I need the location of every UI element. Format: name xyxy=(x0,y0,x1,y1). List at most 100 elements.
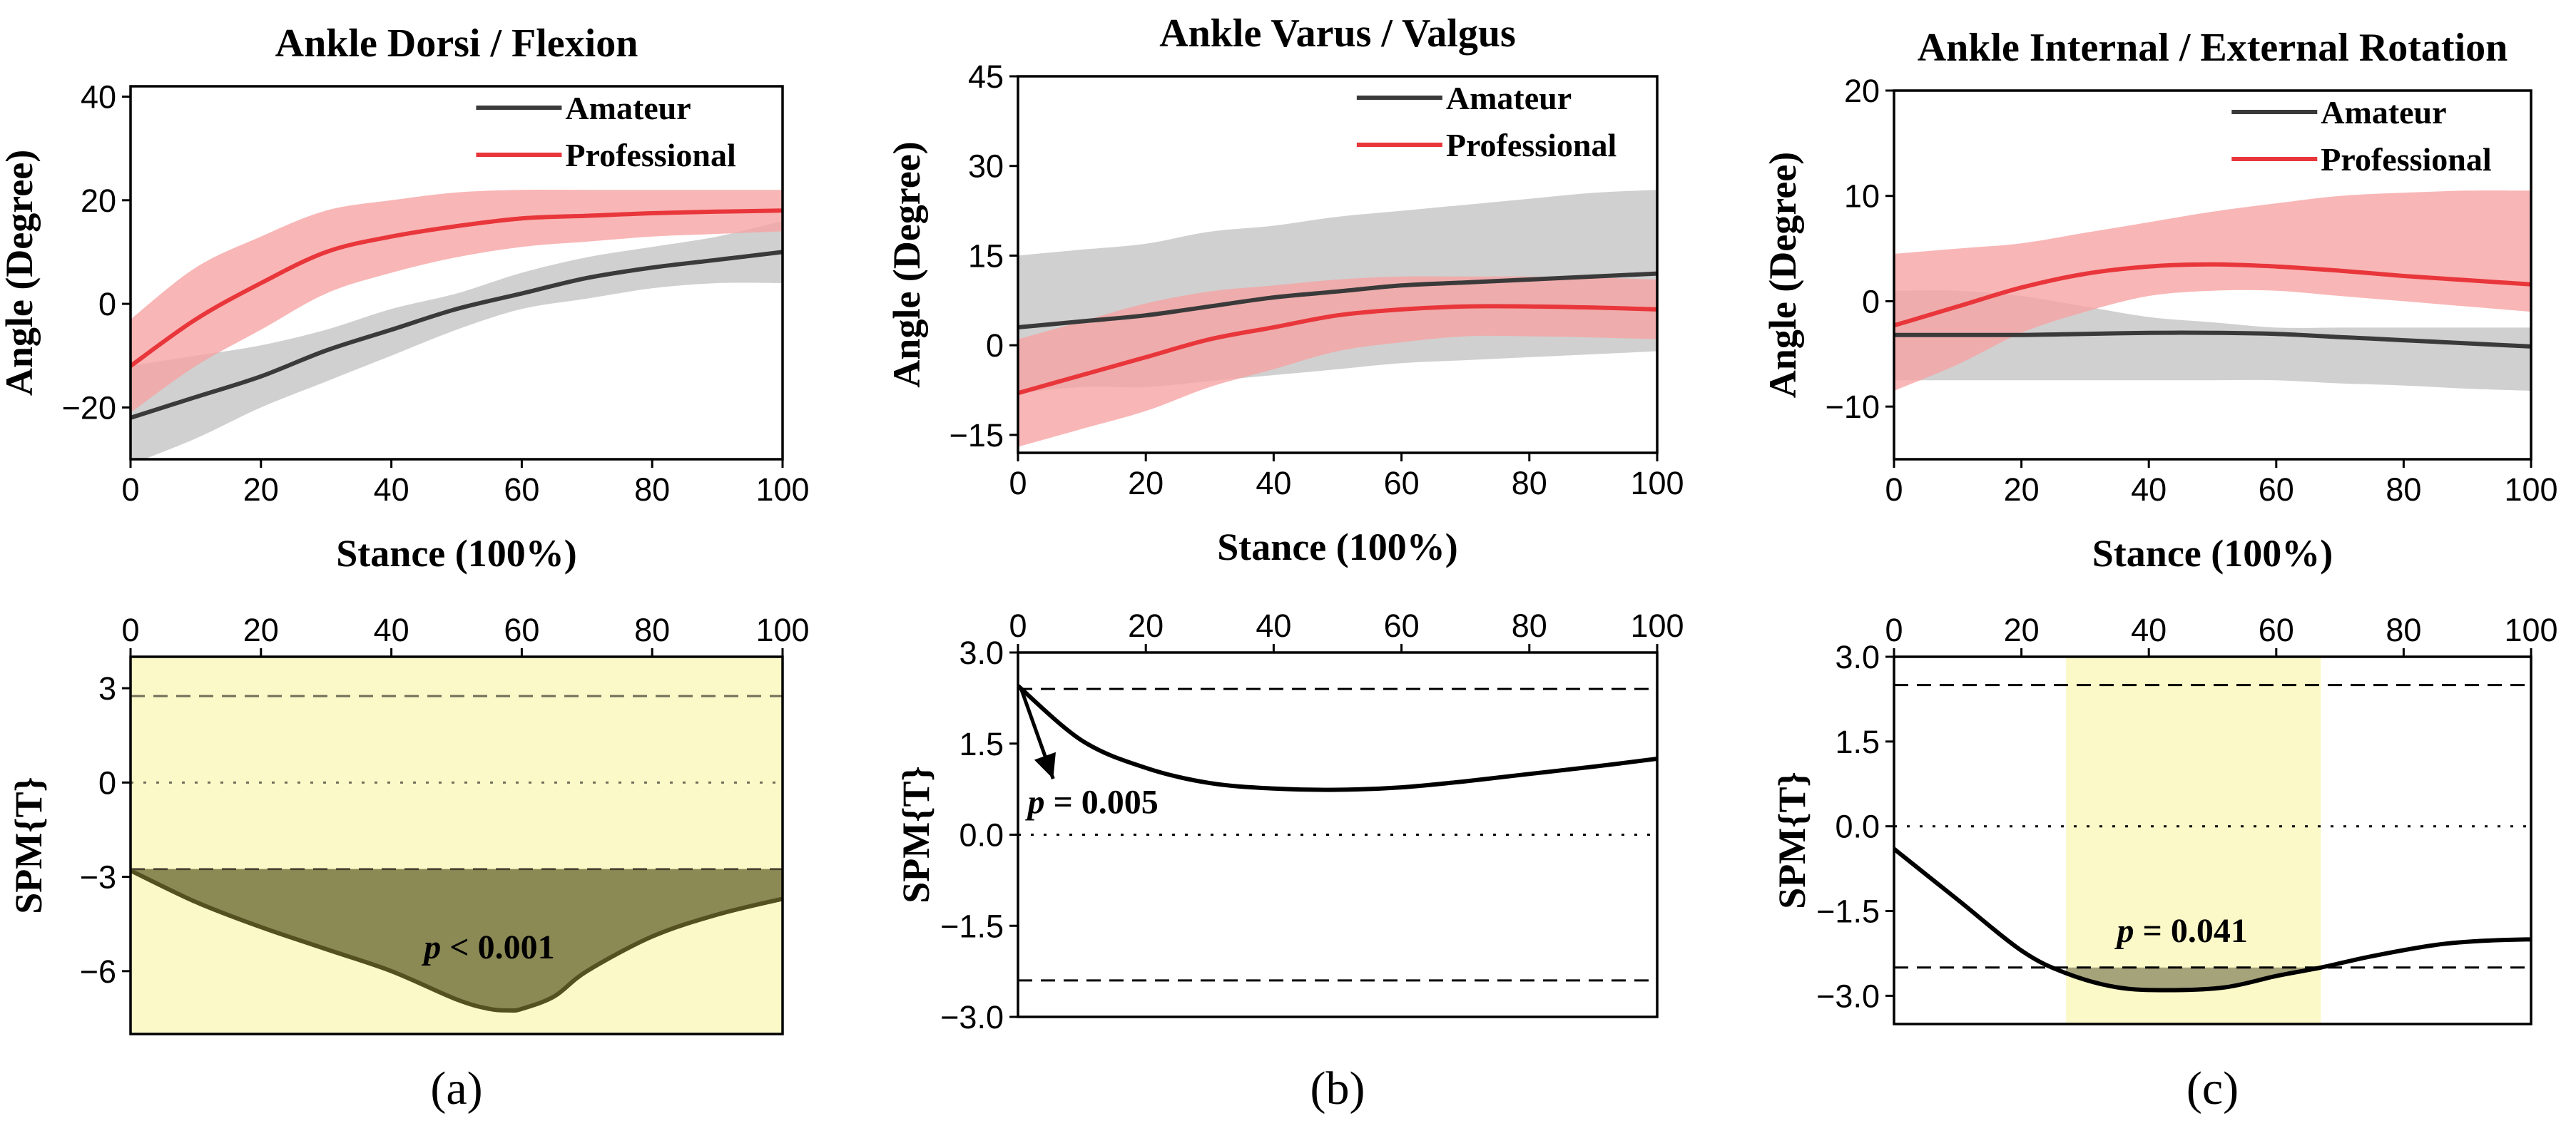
x-tick-label: 80 xyxy=(2386,471,2421,508)
x-tick-label: 40 xyxy=(374,471,409,508)
x-tick-label: 60 xyxy=(504,471,539,508)
x-tick-label: 0 xyxy=(121,471,139,508)
legend-label-professional: Professional xyxy=(565,137,735,173)
angle-chart-1: 0 20 40 60 80 100 40 20 0 −20 Ankle Dorsi / Flexio… xyxy=(0,21,810,575)
x-tick-label: 100 xyxy=(2504,471,2557,508)
p-value-text: = 0.005 xyxy=(1044,784,1158,822)
y-tick-label: 1.5 xyxy=(959,726,1004,762)
x-tick-label: 60 xyxy=(1384,608,1420,644)
y-tick-label: −1.5 xyxy=(1816,894,1880,930)
x-tick-label: 20 xyxy=(243,612,279,648)
y-axis-label: Angle (Degree) xyxy=(885,141,928,387)
x-tick-label: 100 xyxy=(1630,608,1684,644)
suprathreshold-cluster xyxy=(131,869,783,1011)
x-tick-label: 20 xyxy=(1128,465,1164,501)
x-tick-label: 100 xyxy=(1630,465,1684,501)
mean-line-professional xyxy=(1894,262,2531,328)
x-axis-label: Stance (100%) xyxy=(2092,532,2333,575)
spm-chart-3: 0 20 40 60 80 100 3.0 1.5 0.0 −1.5 −3.0 SPM{T} p = 0… xyxy=(1771,612,2558,1115)
chart-title: Ankle Dorsi / Flexion xyxy=(275,21,638,66)
x-tick-label: 60 xyxy=(2259,471,2294,508)
x-tick-label: 40 xyxy=(1256,608,1291,644)
y-tick-label: 3.0 xyxy=(959,635,1004,671)
x-tick-label: 100 xyxy=(2504,612,2557,648)
plot-area xyxy=(1018,190,1657,447)
y-tick-label: −3 xyxy=(80,859,116,896)
legend-label-professional: Professional xyxy=(2321,141,2491,178)
y-axis-label: SPM{T} xyxy=(7,777,50,914)
x-tick-label: 0 xyxy=(1885,471,1903,508)
p-value-annotation: p = 0.005 xyxy=(1024,784,1158,822)
y-tick-label: −3.0 xyxy=(940,999,1004,1035)
y-tick-label: 20 xyxy=(81,183,116,219)
mean-line-amateur xyxy=(131,250,783,420)
y-axis-label: Angle (Degree) xyxy=(0,150,41,396)
chart-title: Ankle Internal / External Rotation xyxy=(1918,26,2508,70)
x-tick-label: 0 xyxy=(1009,608,1027,644)
y-tick-label: 3.0 xyxy=(1835,639,1880,675)
x-tick-label: 40 xyxy=(2131,612,2167,648)
x-tick-label: 60 xyxy=(504,612,539,648)
y-tick-label: −10 xyxy=(1826,389,1880,425)
suprathreshold-highlight xyxy=(2066,657,2321,1024)
legend-label-amateur: Amateur xyxy=(1446,80,1572,116)
y-tick-label: 0 xyxy=(98,286,116,322)
y-tick-label: 1.5 xyxy=(1835,724,1880,760)
x-tick-label: 20 xyxy=(2004,612,2040,648)
mean-line-amateur xyxy=(1894,330,2531,349)
y-tick-label: 0.0 xyxy=(959,817,1004,854)
axes-frame xyxy=(129,655,784,1035)
x-tick-label: 0 xyxy=(1885,612,1903,648)
x-tick-label: 0 xyxy=(121,612,139,648)
x-tick-label: 20 xyxy=(2004,471,2040,508)
y-tick-label: 0 xyxy=(1862,283,1880,319)
mean-line-professional xyxy=(131,208,783,368)
spm-t-curve xyxy=(1018,684,1657,792)
x-tick-label: 100 xyxy=(755,612,809,648)
panel-label: (a) xyxy=(430,1063,482,1115)
sd-band-professional xyxy=(131,190,783,413)
y-tick-label: 15 xyxy=(968,237,1004,274)
p-value-text: < 0.001 xyxy=(441,928,554,966)
x-tick-label: 0 xyxy=(1009,465,1027,501)
x-tick-label: 20 xyxy=(243,471,279,508)
y-tick-label: 0 xyxy=(98,764,116,801)
legend-label-amateur: Amateur xyxy=(565,90,691,126)
axes-frame xyxy=(1893,89,2532,461)
panel-label: (c) xyxy=(2186,1063,2239,1115)
axes-frame xyxy=(1017,75,1659,454)
spm-t-curve xyxy=(131,869,783,1013)
y-tick-label: 30 xyxy=(968,148,1004,185)
mean-line-professional xyxy=(1018,304,1657,396)
p-value-annotation: p < 0.001 xyxy=(421,928,554,966)
p-symbol: p xyxy=(2114,912,2134,950)
sd-band-professional xyxy=(1894,190,2531,391)
legend-label-professional: Professional xyxy=(1446,127,1617,163)
mean-line-amateur xyxy=(1018,271,1657,329)
x-axis-label: Stance (100%) xyxy=(1217,526,1457,568)
x-tick-label: 100 xyxy=(755,471,809,508)
plot-area xyxy=(1894,657,2531,1024)
suprathreshold-cluster xyxy=(2066,967,2321,991)
axes-frame xyxy=(1893,655,2532,1025)
y-tick-label: −20 xyxy=(62,389,116,426)
x-tick-label: 80 xyxy=(1512,608,1547,644)
x-tick-label: 60 xyxy=(1384,465,1420,501)
y-tick-label: −6 xyxy=(80,953,116,990)
x-tick-label: 40 xyxy=(2131,471,2167,508)
axes-frame xyxy=(1017,651,1659,1018)
x-tick-label: 60 xyxy=(2259,612,2294,648)
y-axis-label: SPM{T} xyxy=(895,766,937,904)
legend-label-amateur: Amateur xyxy=(2321,94,2446,130)
chart-title: Ankle Varus / Valgus xyxy=(1159,11,1516,56)
plot-area xyxy=(1018,684,1657,982)
x-tick-label: 80 xyxy=(634,471,670,508)
y-tick-label: 20 xyxy=(1844,73,1880,109)
y-tick-label: −3.0 xyxy=(1816,978,1880,1014)
p-symbol: p xyxy=(1024,784,1044,822)
y-tick-label: 40 xyxy=(81,79,116,116)
